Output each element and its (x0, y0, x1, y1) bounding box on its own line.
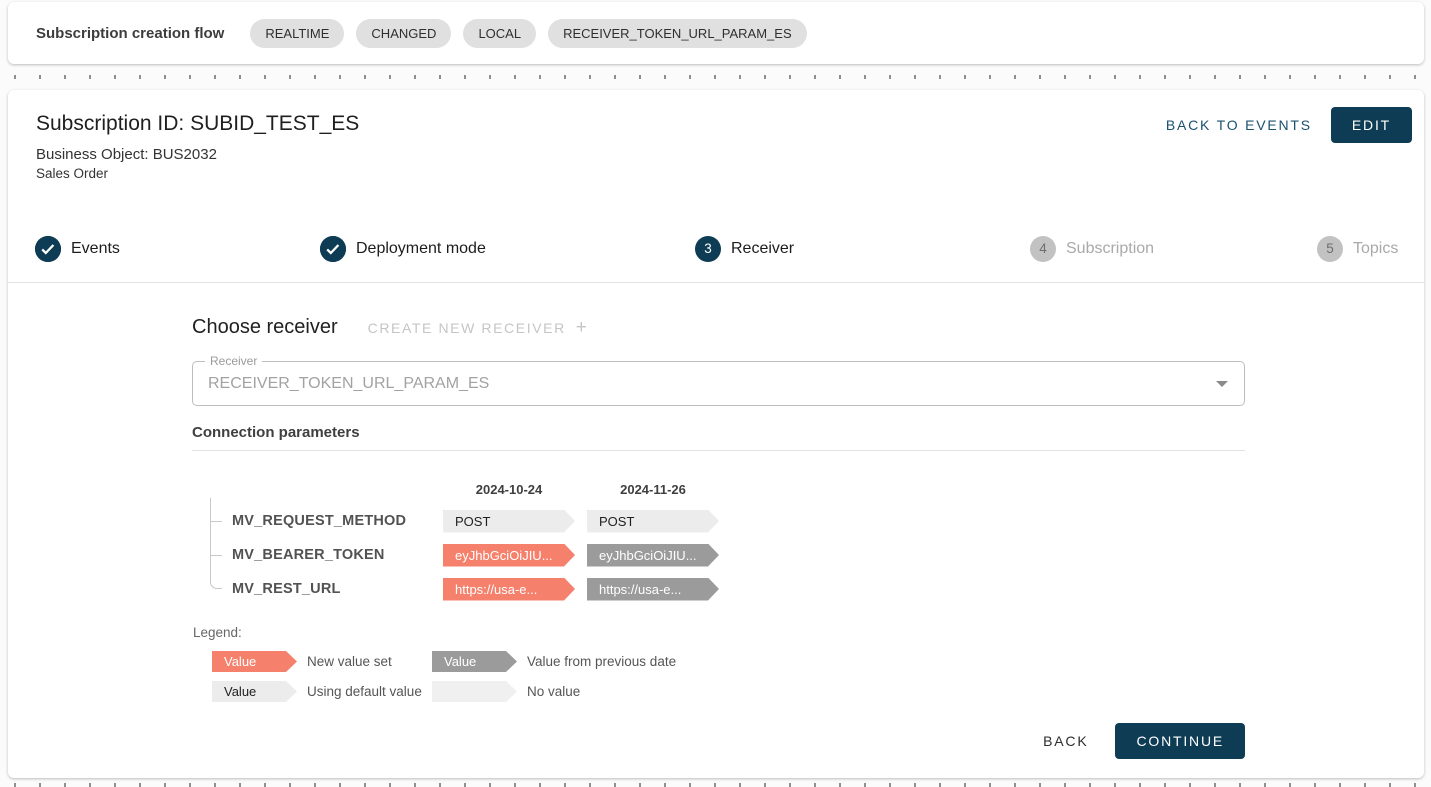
subscription-title: Subscription ID: SUBID_TEST_ES (36, 112, 360, 135)
date-column-header: 2024-10-24 (475, 482, 543, 497)
receiver-step-content: Choose receiver CREATE NEW RECEIVER + Re… (8, 283, 1424, 703)
subscription-header: Subscription ID: SUBID_TEST_ES Business … (8, 90, 1424, 215)
business-object-name: Sales Order (36, 166, 109, 181)
header-actions: BACK TO EVENTS EDIT (1166, 107, 1412, 143)
plus-icon: + (575, 316, 589, 338)
date-header-row: 2024-10-24 2024-11-26 (192, 482, 1245, 497)
receiver-field-label: Receiver (205, 354, 263, 368)
connection-parameters-title: Connection parameters (192, 424, 360, 441)
step-label: Topics (1353, 239, 1399, 257)
param-name: MV_REQUEST_METHOD (232, 513, 407, 529)
subscription-card: Subscription ID: SUBID_TEST_ES Business … (8, 90, 1424, 778)
parameters-tree: MV_REQUEST_METHOD POST POST MV_BEARER_TO… (192, 498, 1245, 606)
legend: Legend: Value New value set Value Value … (192, 625, 1245, 702)
tree-connector (210, 498, 222, 589)
legend-label: Using default value (307, 684, 422, 699)
legend-chip-default: Value (212, 681, 297, 702)
step-number-badge: 3 (695, 235, 721, 262)
param-value-chip: https://usa-e... (443, 578, 575, 601)
step-subscription[interactable]: 4 Subscription (1030, 235, 1155, 262)
flow-chip-event-type: CHANGED (356, 18, 452, 48)
param-row-request-method: MV_REQUEST_METHOD POST POST (192, 504, 1245, 538)
legend-chip-empty (432, 681, 517, 702)
choose-receiver-row: Choose receiver CREATE NEW RECEIVER + (192, 316, 1245, 339)
flow-chip-scope: LOCAL (463, 18, 537, 48)
chevron-down-icon (1216, 380, 1228, 387)
legend-title: Legend: (193, 625, 242, 640)
dashed-separator-top (0, 75, 1431, 79)
step-number-badge: 4 (1030, 235, 1056, 262)
legend-label: New value set (307, 654, 392, 669)
flow-chip-trigger: REALTIME (250, 18, 345, 48)
param-value-chip: eyJhbGciOiJIU... (443, 544, 575, 567)
flow-title: Subscription creation flow (36, 24, 225, 42)
back-button[interactable]: BACK (1043, 732, 1089, 749)
step-label: Deployment mode (356, 239, 486, 257)
date-column-header: 2024-11-26 (620, 482, 686, 497)
param-row-bearer-token: MV_BEARER_TOKEN eyJhbGciOiJIU... eyJhbGc… (192, 538, 1245, 572)
back-to-events-button[interactable]: BACK TO EVENTS (1165, 117, 1312, 133)
flow-chip-receiver: RECEIVER_TOKEN_URL_PARAM_ES (548, 18, 807, 48)
param-name: MV_REST_URL (232, 581, 341, 597)
legend-chip-new: Value (212, 651, 297, 672)
step-number-badge: 5 (1317, 235, 1343, 262)
check-icon (35, 235, 61, 262)
flow-header-card: Subscription creation flow REALTIME CHAN… (8, 2, 1424, 64)
param-value-chip: eyJhbGciOiJIU... (587, 544, 719, 567)
section-divider (192, 450, 1245, 451)
param-row-rest-url: MV_REST_URL https://usa-e... https://usa… (192, 572, 1245, 606)
wizard-footer: BACK CONTINUE (8, 703, 1424, 778)
create-new-receiver-button[interactable]: CREATE NEW RECEIVER + (368, 317, 589, 339)
continue-button[interactable]: CONTINUE (1115, 722, 1245, 759)
param-value-chip: POST (587, 510, 719, 533)
legend-label: Value from previous date (527, 654, 677, 669)
check-icon (320, 235, 346, 262)
step-topics[interactable]: 5 Topics (1317, 235, 1399, 262)
connection-parameters-table: 2024-10-24 2024-11-26 MV_REQUEST_METHOD … (192, 482, 1245, 606)
business-object: Business Object: BUS2032 (36, 146, 217, 163)
step-receiver[interactable]: 3 Receiver (695, 235, 795, 262)
legend-grid: Value New value set Value Value from pre… (212, 651, 1245, 702)
step-deployment-mode[interactable]: Deployment mode (320, 235, 486, 262)
param-value-chip: https://usa-e... (587, 578, 719, 601)
dashed-separator-bottom (0, 783, 1431, 787)
step-events[interactable]: Events (35, 235, 120, 262)
create-new-receiver-label: CREATE NEW RECEIVER (367, 319, 566, 336)
step-label: Receiver (731, 239, 795, 257)
choose-receiver-heading: Choose receiver (192, 316, 338, 338)
receiver-field-value: RECEIVER_TOKEN_URL_PARAM_ES (208, 375, 490, 392)
param-value-chip: POST (443, 510, 575, 533)
receiver-select[interactable]: Receiver RECEIVER_TOKEN_URL_PARAM_ES (192, 354, 1245, 406)
legend-label: No value (527, 684, 581, 699)
step-label: Subscription (1066, 239, 1155, 257)
legend-chip-previous: Value (432, 651, 517, 672)
step-label: Events (71, 239, 120, 257)
edit-button[interactable]: EDIT (1330, 107, 1412, 143)
stepper: Events Deployment mode 3 Receiver 4 Subs… (8, 215, 1424, 283)
param-name: MV_BEARER_TOKEN (232, 547, 385, 563)
